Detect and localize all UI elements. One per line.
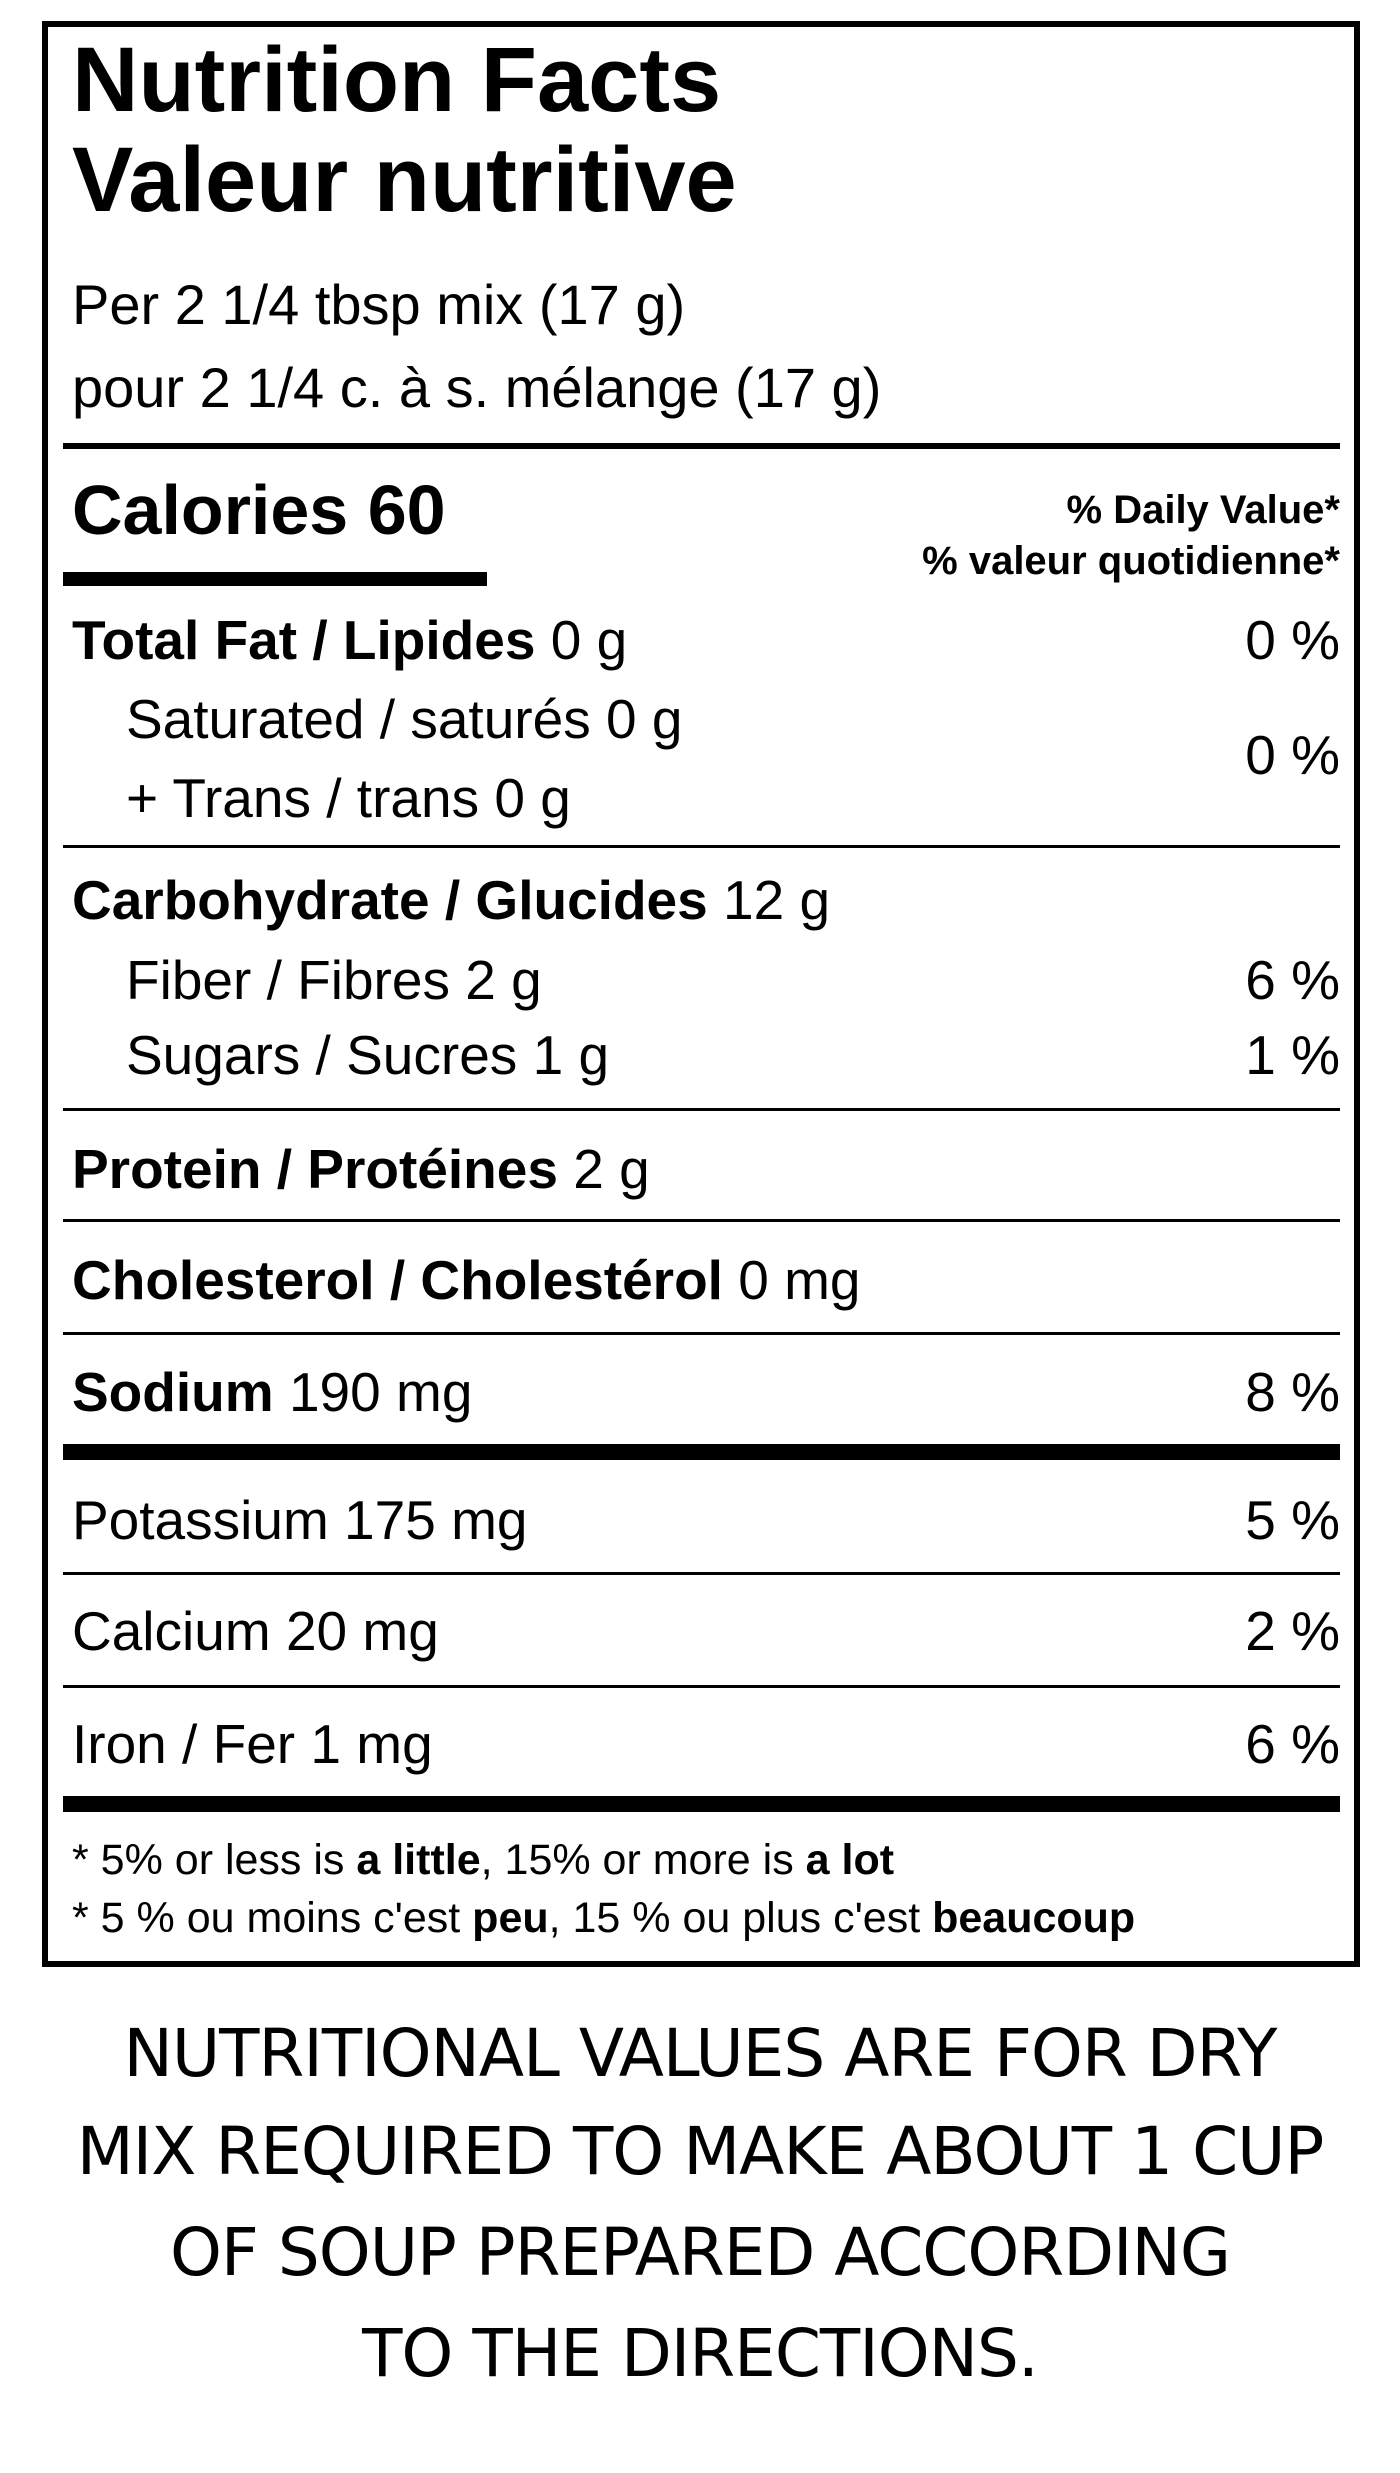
nutrient-amount: 175 mg — [344, 1489, 528, 1551]
nutrient-label: Total Fat / Lipides — [72, 609, 536, 671]
note-line-3: OF SOUP PREPARED ACCORDING — [169, 2214, 1231, 2291]
nutrient-dv: 8 % — [1245, 1361, 1340, 1423]
nutrient-dv: 1 % — [1245, 1024, 1340, 1086]
nutrient-dv: 6 % — [1245, 1713, 1340, 1775]
divider — [63, 845, 1340, 848]
title-en: Nutrition Facts — [72, 29, 722, 131]
note-line-2: MIX REQUIRED TO MAKE ABOUT 1 CUP — [76, 2113, 1325, 2190]
calories-value: 60 — [367, 471, 446, 549]
nutrient-amount: 0 g — [550, 609, 628, 671]
nutrient-row-iron: Iron / Fer 1 mg 6 % — [72, 1709, 1340, 1779]
footnote-fr: * 5 % ou moins c'est peu, 15 % ou plus c… — [72, 1894, 1136, 1942]
nutrient-row-potassium: Potassium 175 mg 5 % — [72, 1485, 1340, 1555]
nutrient-dv: 0 % — [1245, 609, 1340, 671]
nutrient-row-calcium: Calcium 20 mg 2 % — [72, 1596, 1340, 1666]
nutrient-amount: 12 g — [723, 869, 831, 931]
nutrient-label: Iron / Fer — [72, 1713, 296, 1775]
nutrient-amount: 0 g — [494, 767, 571, 829]
note-line-1: NUTRITIONAL VALUES ARE FOR DRY — [123, 2015, 1278, 2092]
nutrient-row-trans: + Trans / trans 0 g — [72, 763, 1340, 833]
title-fr: Valeur nutritive — [72, 129, 737, 231]
divider-thick — [63, 1444, 1340, 1460]
nutrient-row-sodium: Sodium 190 mg 8 % — [72, 1357, 1340, 1427]
nutrient-label: Protein / Protéines — [72, 1138, 558, 1200]
nutrient-row-saturated: Saturated / saturés 0 g — [72, 684, 1340, 754]
divider-thick — [63, 1796, 1340, 1812]
nutrient-label: Sodium — [72, 1361, 274, 1423]
note-line-4: TO THE DIRECTIONS. — [362, 2315, 1039, 2392]
serving-size-en: Per 2 1/4 tbsp mix (17 g) — [72, 273, 686, 336]
nutrient-amount: 0 g — [606, 688, 683, 750]
calories-label: Calories — [72, 471, 349, 549]
nutrient-row-sugars: Sugars / Sucres 1 g 1 % — [72, 1020, 1340, 1090]
nutrient-row-carbohydrate: Carbohydrate / Glucides 12 g — [72, 865, 1340, 935]
saturated-trans-dv: 0 % — [1245, 724, 1340, 786]
serving-size-fr: pour 2 1/4 c. à s. mélange (17 g) — [72, 356, 882, 419]
footnote-en: * 5% or less is a little, 15% or more is… — [72, 1836, 895, 1884]
nutrient-label: Fiber / Fibres — [126, 949, 450, 1011]
nutrient-dv: 6 % — [1245, 949, 1340, 1011]
nutrient-row-total-fat: Total Fat / Lipides 0 g 0 % — [72, 605, 1340, 675]
nutrient-amount: 0 mg — [738, 1249, 861, 1311]
nutrient-amount: 2 g — [573, 1138, 650, 1200]
nutrient-row-protein: Protein / Protéines 2 g — [72, 1134, 1340, 1204]
divider — [63, 1332, 1340, 1335]
divider — [63, 1108, 1340, 1111]
nutrient-amount: 2 g — [465, 949, 542, 1011]
nutrient-dv: 5 % — [1245, 1489, 1340, 1551]
nutrient-label: Saturated / saturés — [126, 688, 591, 750]
nutrient-amount: 1 mg — [310, 1713, 433, 1775]
divider — [63, 1685, 1340, 1688]
nutrient-dv: 2 % — [1245, 1600, 1340, 1662]
nutrient-row-fiber: Fiber / Fibres 2 g 6 % — [72, 945, 1340, 1015]
daily-value-header-fr: % valeur quotidienne* — [922, 539, 1340, 583]
divider — [63, 1219, 1340, 1222]
nutrition-facts-panel — [42, 21, 1360, 1967]
nutrient-amount: 20 mg — [285, 1600, 439, 1662]
nutrient-label: Cholesterol / Cholestérol — [72, 1249, 723, 1311]
calories: Calories 60 — [72, 470, 446, 550]
nutrient-label: + Trans / trans — [126, 767, 480, 829]
nutrient-row-cholesterol: Cholesterol / Cholestérol 0 mg — [72, 1245, 1340, 1315]
nutrient-label: Sugars / Sucres — [126, 1024, 518, 1086]
calories-bar — [63, 572, 487, 586]
divider — [63, 1572, 1340, 1575]
daily-value-header-en: % Daily Value* — [1066, 488, 1340, 532]
divider-thick — [63, 443, 1340, 449]
nutrient-label: Carbohydrate / Glucides — [72, 869, 708, 931]
nutrient-label: Calcium — [72, 1600, 271, 1662]
nutrient-label: Potassium — [72, 1489, 329, 1551]
nutrient-amount: 1 g — [532, 1024, 610, 1086]
nutrient-amount: 190 mg — [288, 1361, 473, 1423]
